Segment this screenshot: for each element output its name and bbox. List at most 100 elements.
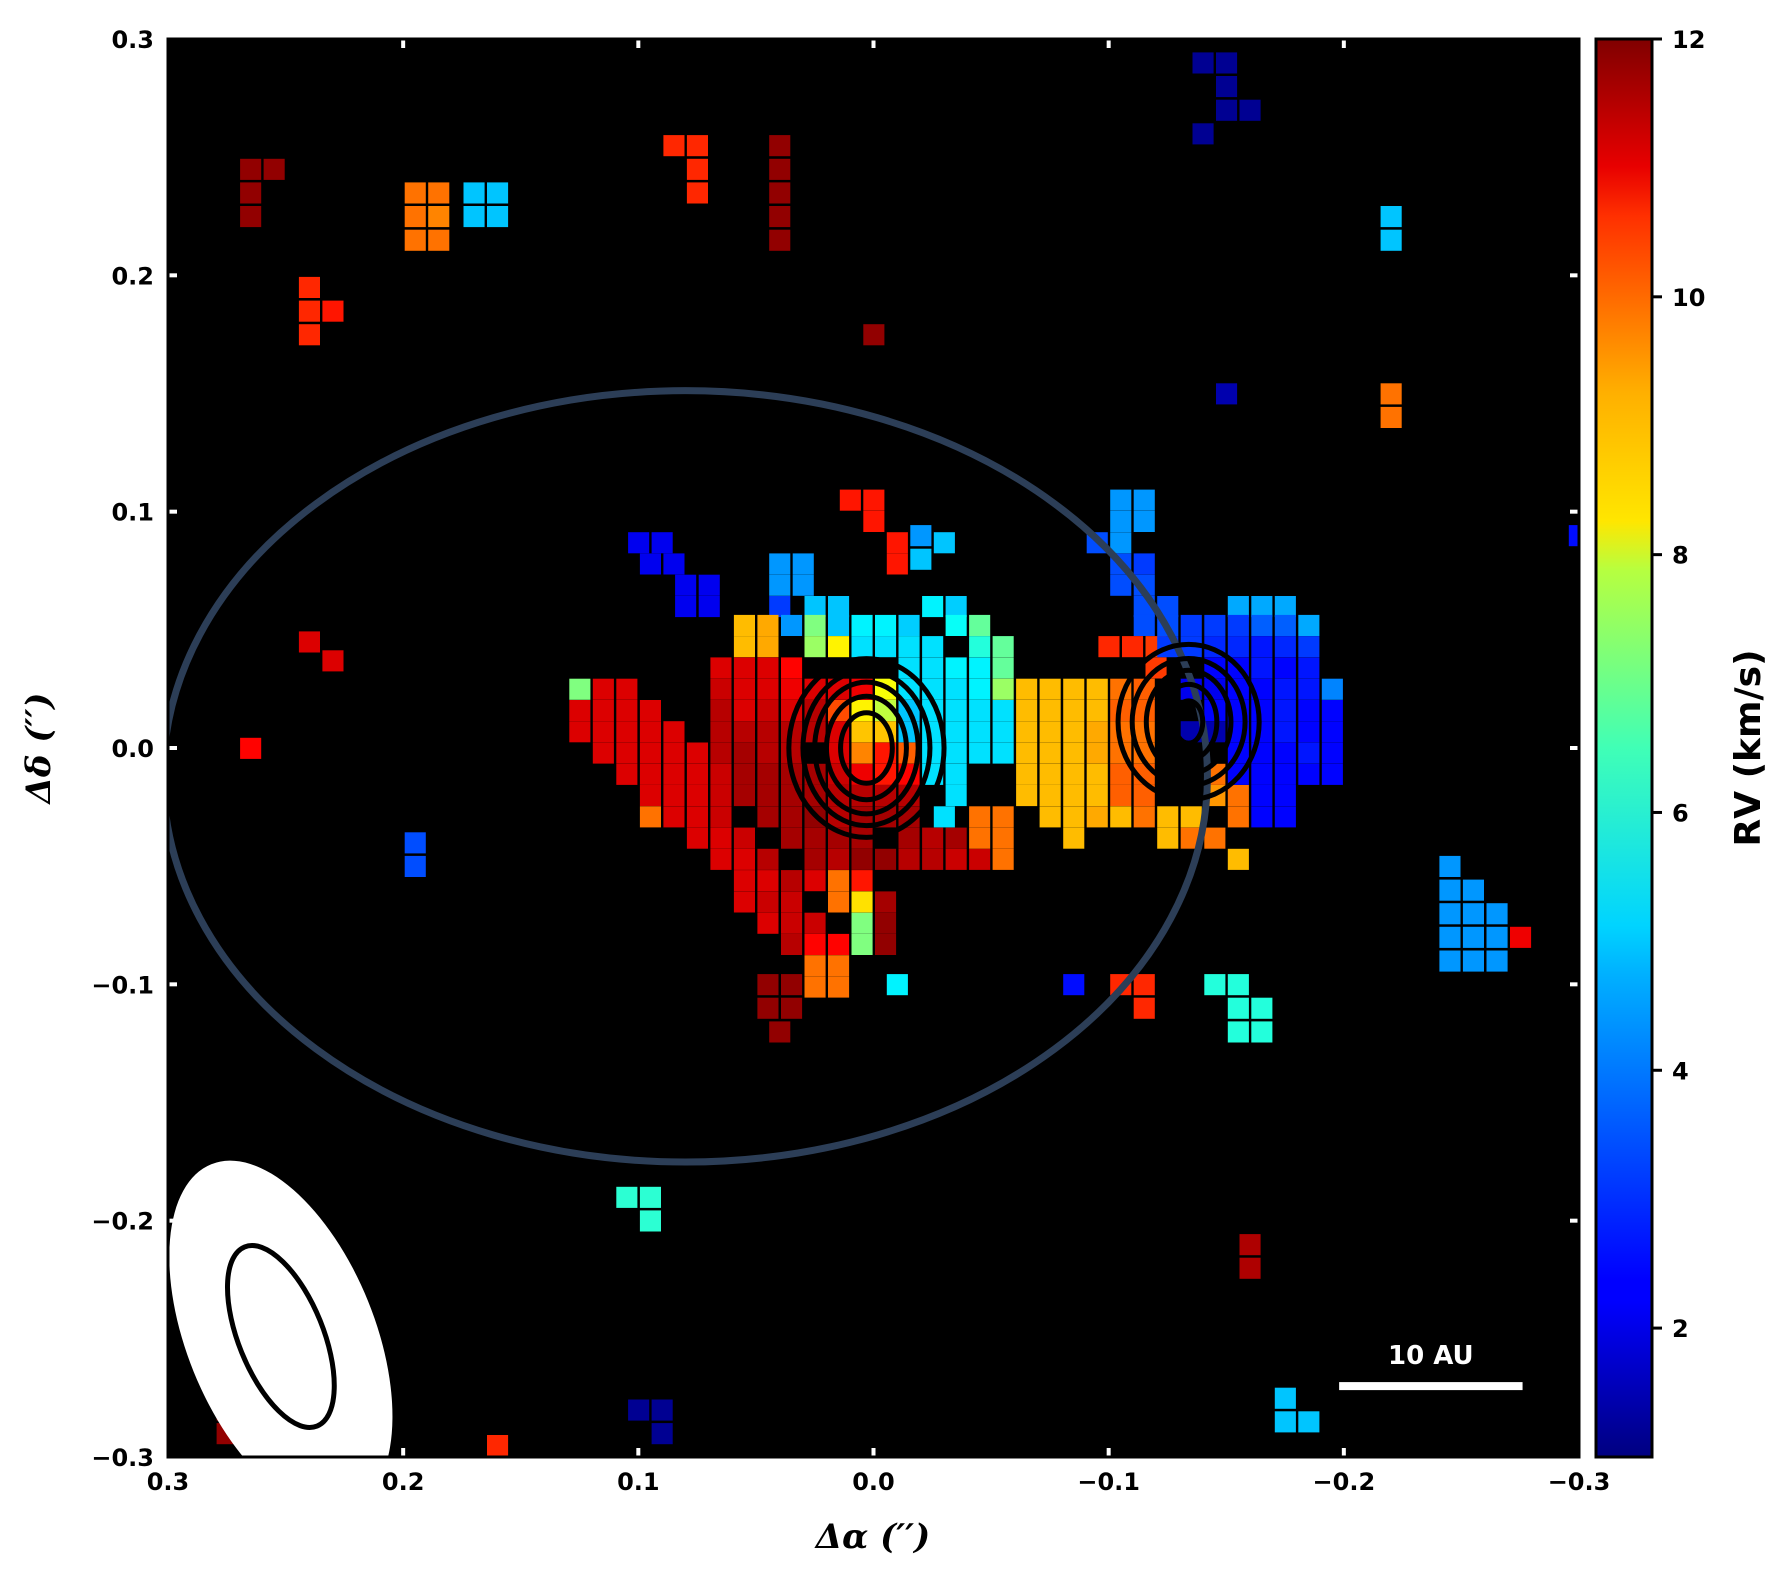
y-tick-label: 0.0 [111,735,154,763]
rv-pixel [757,806,779,828]
y-tick-label: −0.2 [91,1208,154,1236]
rv-pixel [769,596,791,618]
rv-pixel [863,324,885,346]
rv-pixel [639,700,661,722]
overlays [168,387,1262,1457]
rv-pixel [1274,636,1296,658]
rv-pixel [1133,974,1155,996]
rv-pixel [781,806,803,828]
rv-pixel [733,785,755,807]
rv-pixel [875,614,897,636]
rv-pixel [298,300,320,322]
rv-pixel [487,182,509,204]
rv-pixel [851,933,873,955]
rv-pixel [1063,785,1085,807]
rv-pixel [686,158,708,180]
rv-pixel [1274,806,1296,828]
rv-pixel [804,976,826,998]
rv-pixel [733,636,755,658]
rv-pixel [663,785,685,807]
colorbar-tick-label: 12 [1672,26,1705,54]
rv-pixel [757,678,779,700]
rv-pixel [1098,636,1120,658]
rv-pixel [1486,903,1508,925]
rv-pixel [875,848,897,870]
rv-pixel [781,912,803,934]
x-tick-label: −0.3 [1548,1468,1611,1496]
scalebar-line [1339,1382,1523,1391]
rv-pixel [757,721,779,743]
rv-pixel [1274,657,1296,679]
rv-pixel [1039,742,1061,764]
rv-pixel [686,785,708,807]
rv-pixel [263,158,285,180]
y-tick-label: 0.1 [111,499,154,527]
rv-pixel [1086,806,1108,828]
x-tick-label: −0.2 [1313,1468,1376,1496]
rv-pixel [969,678,991,700]
x-tick-label: 0.2 [382,1468,425,1496]
rv-pixel [1227,1021,1249,1043]
rv-pixel [240,206,262,228]
contour-line [838,710,895,786]
rv-pixel [1239,1257,1261,1279]
rv-pixel [945,678,967,700]
contour-line [800,667,933,829]
rv-pixel [1239,1234,1261,1256]
rv-pixel [781,827,803,849]
rv-pixel [769,553,791,575]
y-tick-label: −0.3 [91,1444,154,1472]
y-tick-label: 0.2 [111,262,154,290]
rv-pixel [875,636,897,658]
rv-pixel [404,206,426,228]
rv-pixel [828,891,850,913]
rv-pixel [1274,596,1296,618]
rv-pixel [733,700,755,722]
rv-pixel [1110,532,1132,554]
rv-pixel [1298,636,1320,658]
contour-line [1172,698,1206,746]
rv-pixel [1039,700,1061,722]
rv-pixel [1274,1387,1296,1409]
rv-pixel [886,553,908,575]
colorbar-ticks: 2 4 6 8 10 12 [1652,26,1705,1343]
rv-pixel [404,229,426,251]
rv-pixel [651,1423,673,1445]
colorbar-tick-label: 8 [1672,542,1689,570]
rv-pixel [1462,950,1484,972]
rv-pixel [992,721,1014,743]
rv-pixel [1133,806,1155,828]
rv-pixel [1227,806,1249,828]
grey-ellipse [168,387,1211,1166]
rv-pixel [1462,926,1484,948]
rv-pixel [1298,1411,1320,1433]
rv-pixel [1251,596,1273,618]
rv-pixel [1274,721,1296,743]
rv-pixel [1227,596,1249,618]
rv-pixel [828,976,850,998]
rv-pixel [757,742,779,764]
rv-pixel [1568,525,1579,547]
rv-pixel [828,596,850,618]
rv-pixel [298,631,320,653]
rv-pixel [828,848,850,870]
rv-pixel [1321,700,1343,722]
rv-pixel [1251,763,1273,785]
rv-pixel [1510,926,1532,948]
rv-pixel [1204,827,1226,849]
rv-pixel [733,721,755,743]
rv-pixel [1133,489,1155,511]
rv-pixel [733,827,755,849]
rv-pixel [1298,678,1320,700]
rv-pixel [922,657,944,679]
rv-pixel [1157,806,1179,828]
contour-line [1115,641,1262,803]
rv-pixel [898,848,920,870]
rv-pixel [733,742,755,764]
rv-pixel [733,870,755,892]
rv-pixel [1274,700,1296,722]
rv-pixel [628,1399,650,1421]
rv-pixel [828,933,850,955]
rv-pixel [851,891,873,913]
